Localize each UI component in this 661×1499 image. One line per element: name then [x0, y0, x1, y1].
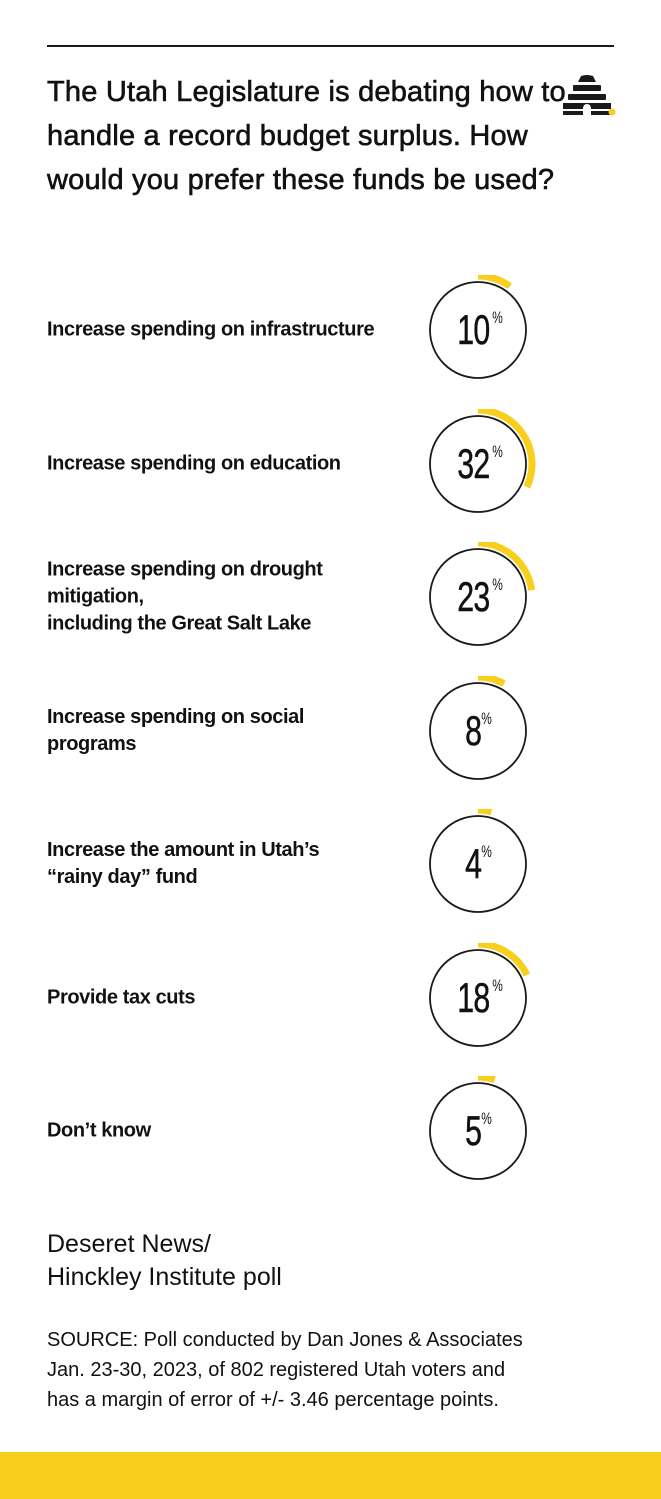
gauge-ring	[429, 548, 527, 646]
beehive-icon	[560, 74, 618, 118]
percent-gauge: 4%	[418, 809, 538, 919]
source-note: SOURCE: Poll conducted by Dan Jones & As…	[47, 1325, 627, 1415]
gauge-svg	[429, 809, 527, 913]
percent-number: 5	[465, 1107, 482, 1155]
category-label: Increase the amount in Utah’s “rainy day”…	[47, 837, 397, 891]
percent-gauge: 5%	[418, 1076, 538, 1186]
gauge-arc	[477, 1076, 496, 1084]
gauge-svg	[429, 542, 536, 646]
percent-gauge: 18%	[418, 942, 538, 1053]
chart-row: Increase spending on infrastructure 10%	[0, 275, 661, 385]
chart-row: Provide tax cuts 18%	[0, 942, 661, 1053]
gauge-arc	[477, 942, 531, 977]
percent-value: 10%	[428, 275, 528, 385]
category-label: Increase spending on drought mitigation,…	[47, 557, 397, 638]
bottom-accent-bar	[0, 1452, 661, 1499]
percent-number: 32	[457, 439, 490, 487]
percent-sign: %	[492, 575, 503, 594]
gauge-svg	[429, 942, 531, 1047]
category-label-line: “rainy day” fund	[47, 866, 198, 888]
category-label-line: including the Great Salt Lake	[47, 612, 312, 635]
category-label: Increase spending on infrastructure	[47, 317, 397, 344]
percent-gauge: 23%	[418, 542, 538, 652]
gauge-arc	[477, 675, 506, 687]
source-note-line: SOURCE: Poll conducted by Dan Jones & As…	[47, 1329, 523, 1351]
chart-row: Increase the amount in Utah’s “rainy day”…	[0, 809, 661, 919]
source-note-line: Jan. 23-30, 2023, of 802 registered Utah…	[47, 1359, 506, 1381]
percent-sign: %	[480, 708, 492, 728]
chart-row: Increase spending on education 32%	[0, 408, 661, 519]
category-label: Increase spending on education	[47, 450, 397, 477]
category-label: Increase spending on social programs	[47, 704, 397, 758]
percent-value: 4%	[428, 809, 528, 919]
percent-sign: %	[492, 975, 503, 995]
category-label-line: Increase spending on education	[47, 452, 341, 474]
percent-gauge: 8%	[418, 675, 538, 786]
percent-value: 23%	[428, 542, 528, 652]
gauge-svg	[429, 675, 527, 780]
percent-number: 23	[457, 573, 490, 621]
chart-row: Increase spending on drought mitigation,…	[0, 542, 661, 652]
percent-number: 4	[465, 840, 482, 888]
percent-value: 5%	[428, 1076, 528, 1186]
percent-gauge: 10%	[418, 275, 538, 385]
category-label-line: Increase the amount in Utah’s	[47, 839, 320, 861]
percent-value: 18%	[428, 943, 528, 1053]
top-divider	[47, 45, 614, 47]
percent-number: 10	[457, 306, 490, 354]
category-label-line: Provide tax cuts	[47, 986, 196, 1008]
poll-attribution-line: Deseret News/	[47, 1230, 211, 1258]
category-label-line: Increase spending on social programs	[47, 705, 305, 755]
category-label: Provide tax cuts	[47, 984, 397, 1011]
percent-value: 32%	[428, 409, 528, 519]
percent-number: 8	[465, 706, 482, 754]
percent-sign: %	[480, 1109, 492, 1128]
gauge-ring	[429, 681, 527, 780]
percent-number: 18	[457, 973, 490, 1021]
gauge-arc	[477, 275, 512, 290]
percent-sign: %	[480, 842, 492, 861]
percent-gauge: 32%	[418, 408, 538, 519]
gauge-svg	[429, 275, 527, 379]
gauge-arc	[477, 408, 536, 488]
gauge-ring	[429, 948, 527, 1047]
gauge-ring	[429, 414, 527, 513]
category-label-line: Don’t know	[47, 1119, 151, 1142]
category-label-line: Increase spending on drought mitigation,	[47, 558, 323, 608]
poll-attribution: Deseret News/ Hinckley Institute poll	[47, 1228, 607, 1294]
gauge-ring	[429, 815, 527, 913]
category-label-line: Increase spending on infrastructure	[47, 318, 375, 341]
gauge-ring	[429, 281, 527, 379]
source-note-line: has a margin of error of +/- 3.46 percen…	[47, 1389, 499, 1411]
percent-value: 8%	[428, 676, 528, 786]
percent-sign: %	[492, 441, 503, 461]
category-label: Don’t know	[47, 1118, 397, 1145]
gauge-svg	[429, 408, 536, 513]
gauge-ring	[429, 1082, 527, 1180]
percent-sign: %	[492, 308, 503, 327]
poll-attribution-line: Hinckley Institute poll	[47, 1263, 282, 1291]
gauge-arc	[477, 809, 493, 816]
gauge-svg	[429, 1076, 527, 1180]
chart-title: The Utah Legislature is debating how to …	[47, 76, 566, 197]
chart-row: Don’t know 5%	[0, 1076, 661, 1186]
chart-row: Increase spending on social programs 8%	[0, 675, 661, 786]
gauge-arc	[477, 542, 536, 591]
